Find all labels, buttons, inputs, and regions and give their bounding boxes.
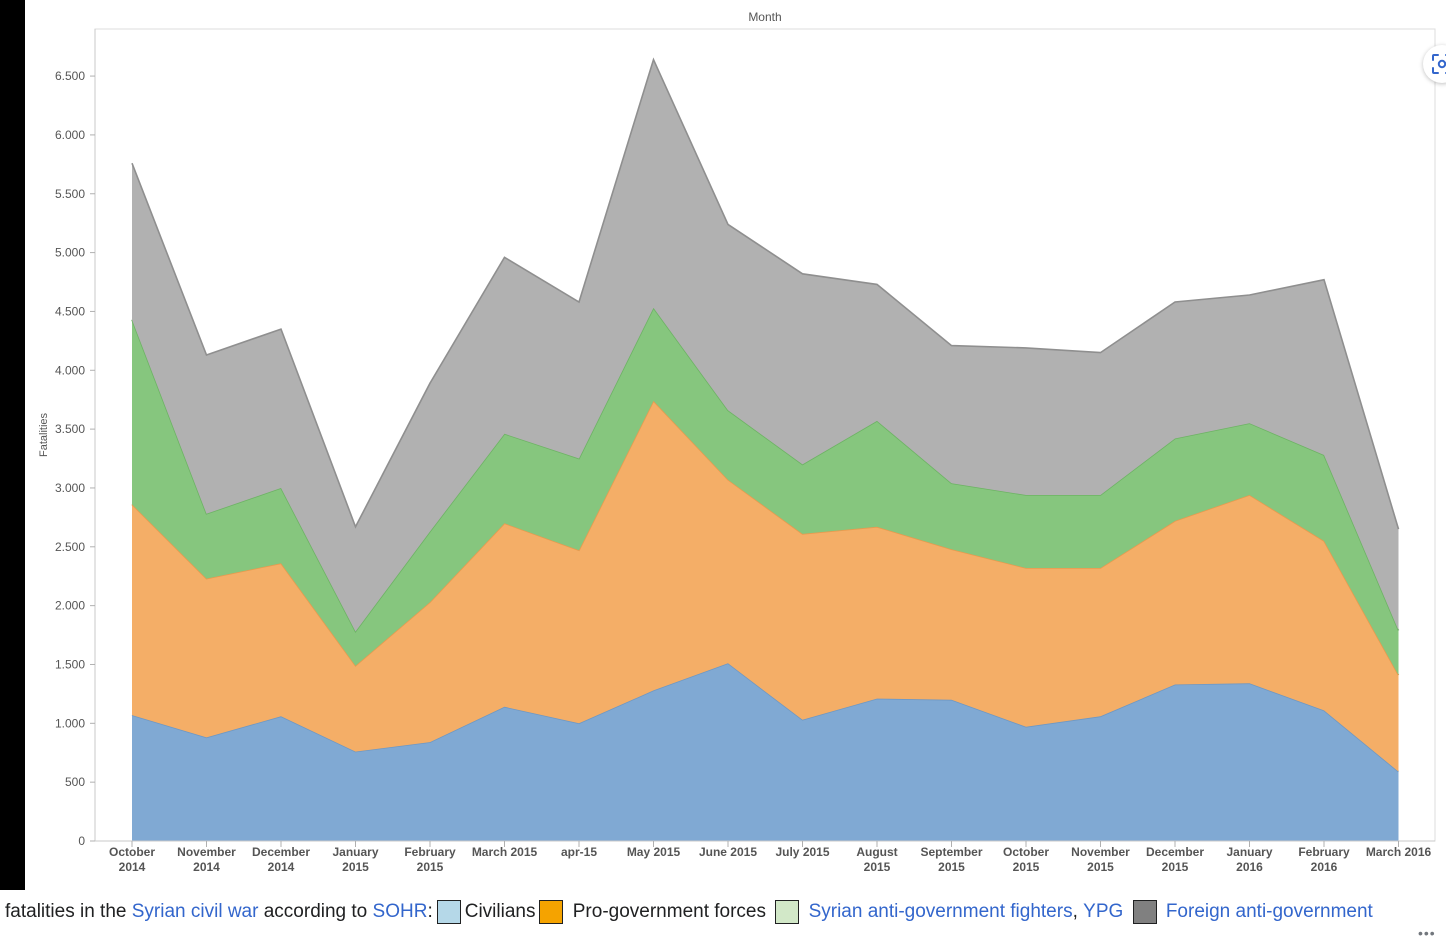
x-tick-label-line: March 2015 (472, 845, 538, 859)
sohr-link[interactable]: SOHR (372, 901, 428, 922)
x-tick-label-line: 2014 (268, 860, 295, 874)
ypg-link[interactable]: YPG (1083, 901, 1124, 922)
pro-government-swatch (539, 900, 564, 924)
x-tick-label-line: July 2015 (775, 845, 829, 859)
x-tick-label-line: December (252, 845, 310, 859)
x-tick-label-line: March 2016 (1366, 845, 1432, 859)
foreign-anti-government-link[interactable]: Foreign anti-government (1165, 901, 1373, 922)
x-tick-label-line: 2015 (342, 860, 369, 874)
y-tick-label: 1.000 (55, 716, 85, 730)
syrian-civil-war-link[interactable]: Syrian civil war (131, 901, 259, 922)
x-tick-label: August 2015 (856, 845, 897, 874)
syrian-anti-government-fighters-link[interactable]: Syrian anti-government fighters (808, 901, 1073, 922)
x-tick-label-line: January (1226, 845, 1272, 859)
y-tick-label: 6.000 (55, 128, 85, 142)
x-tick-label-line: November (177, 845, 236, 859)
x-tick-label-line: 2015 (1162, 860, 1189, 874)
legend-pro-government-label: Pro-government forces (572, 901, 766, 922)
legend-civilians-label: Civilians (464, 901, 536, 922)
x-tick-label: June 2015 (699, 845, 757, 859)
y-tick-label: 1.500 (55, 657, 85, 671)
x-tick-label-line: 2015 (417, 860, 444, 874)
x-tick-label-line: 2015 (938, 860, 965, 874)
y-tick-label: 4.500 (55, 304, 85, 318)
x-tick-label: February 2015 (404, 845, 456, 874)
x-tick-label-line: 2015 (1013, 860, 1040, 874)
x-tick-label-line: 2015 (1087, 860, 1114, 874)
x-tick-label-line: 2014 (119, 860, 146, 874)
x-tick-label: July 2015 (775, 845, 829, 859)
x-tick-label-line: September (920, 845, 982, 859)
y-tick-label: 0 (78, 834, 85, 848)
chart-container: 0 500 1.000 1.500 2.000 2.500 3.000 3.500 4.000 4… (25, 0, 1446, 890)
y-tick-label: 2.000 (55, 599, 85, 613)
caption-colon: : (427, 901, 433, 922)
x-tick-label-line: January (332, 845, 378, 859)
x-tick-label: December 2014 (252, 845, 310, 874)
foreign-anti-government-swatch (1132, 900, 1157, 924)
y-tick-label: 3.500 (55, 422, 85, 436)
zoom-button[interactable] (1423, 45, 1446, 83)
zoom-focus-icon (1432, 54, 1446, 74)
x-tick-label: February 2016 (1298, 845, 1350, 874)
x-tick-label-line: 2016 (1236, 860, 1263, 874)
x-tick-label: October 2015 (1003, 845, 1049, 874)
y-tick-label: 5.500 (55, 187, 85, 201)
x-tick-label-line: June 2015 (699, 845, 757, 859)
x-tick-label-line: 2014 (193, 860, 220, 874)
x-tick-label: November 2014 (177, 845, 236, 874)
y-tick-label: 3.000 (55, 481, 85, 495)
x-tick-label-line: 2015 (864, 860, 891, 874)
x-tick-label: March 2015 (472, 845, 538, 859)
y-tick-label: 500 (65, 775, 85, 789)
figure-caption: fatalities in the Syrian civil war accor… (5, 898, 1373, 926)
more-options-button[interactable]: ••• (1418, 925, 1436, 941)
x-tick-label-line: August (856, 845, 897, 859)
x-tick-label: January 2015 (332, 845, 378, 874)
x-tick-label-line: apr-15 (561, 845, 597, 859)
x-tick-label: September 2015 (920, 845, 982, 874)
x-tick-label-line: November (1071, 845, 1130, 859)
x-tick-label: October 2014 (109, 845, 155, 874)
area-series-1 (132, 400, 1399, 772)
x-tick-label-line: February (404, 845, 456, 859)
x-tick-label-line: 2016 (1311, 860, 1338, 874)
caption-separator: , (1072, 901, 1078, 922)
civilians-swatch (436, 900, 461, 924)
x-tick-label: January 2016 (1226, 845, 1272, 874)
fatalities-area-chart: 0 500 1.000 1.500 2.000 2.500 3.000 3.500 4.000 4… (38, 10, 1436, 874)
y-tick-label: 4.000 (55, 363, 85, 377)
y-tick-label: 6.500 (55, 69, 85, 83)
x-tick-label: December 2015 (1146, 845, 1204, 874)
area-series-2 (132, 307, 1399, 676)
caption-mid: according to (263, 901, 368, 922)
anti-government-swatch (775, 900, 800, 924)
x-tick-label-line: May 2015 (627, 845, 681, 859)
area-series-3 (132, 59, 1399, 632)
left-edge-strip (0, 0, 25, 890)
x-tick-label: November 2015 (1071, 845, 1130, 874)
x-tick-label: March 2016 (1366, 845, 1432, 859)
x-tick-label-line: October (109, 845, 155, 859)
y-axis-label: Fatalities (38, 412, 50, 457)
chart-title: Month (748, 10, 781, 24)
caption-prefix: fatalities in the (5, 901, 127, 922)
area-series-edge-3 (131, 57, 1400, 530)
x-tick-label: apr-15 (561, 845, 597, 859)
y-tick-label: 5.000 (55, 246, 85, 260)
x-tick-label-line: December (1146, 845, 1204, 859)
y-tick-label: 2.500 (55, 540, 85, 554)
x-tick-label-line: February (1298, 845, 1350, 859)
area-series-0 (132, 663, 1399, 841)
x-tick-label-line: October (1003, 845, 1049, 859)
x-tick-label: May 2015 (627, 845, 681, 859)
